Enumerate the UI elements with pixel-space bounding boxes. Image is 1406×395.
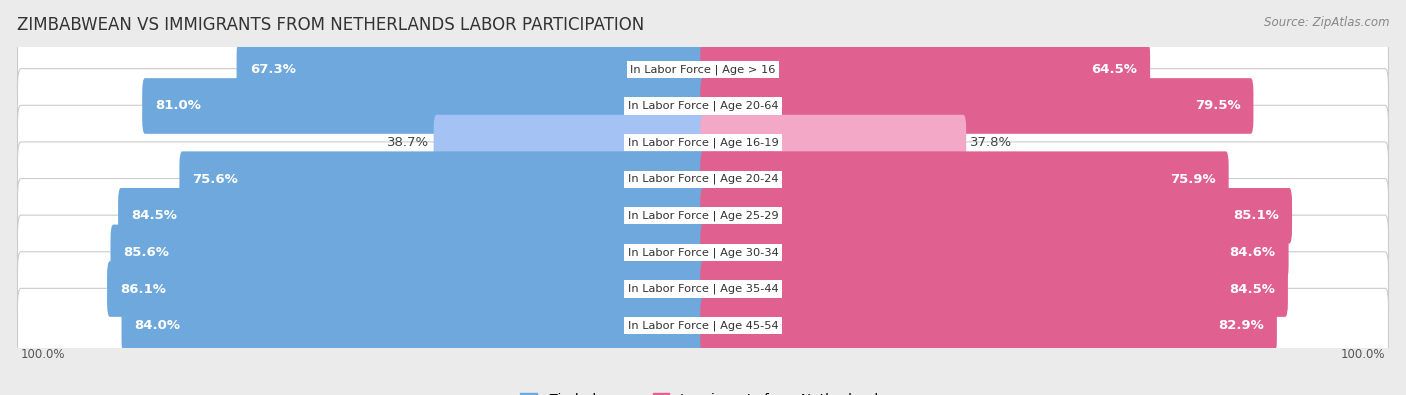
Text: 37.8%: 37.8% [970,136,1012,149]
Text: 86.1%: 86.1% [120,282,166,295]
FancyBboxPatch shape [236,41,706,97]
Text: 67.3%: 67.3% [250,63,295,76]
FancyBboxPatch shape [180,151,706,207]
FancyBboxPatch shape [17,288,1389,363]
Text: In Labor Force | Age > 16: In Labor Force | Age > 16 [630,64,776,75]
Text: 85.6%: 85.6% [124,246,170,259]
Text: In Labor Force | Age 16-19: In Labor Force | Age 16-19 [627,137,779,148]
Text: ZIMBABWEAN VS IMMIGRANTS FROM NETHERLANDS LABOR PARTICIPATION: ZIMBABWEAN VS IMMIGRANTS FROM NETHERLAND… [17,16,644,34]
FancyBboxPatch shape [700,225,1289,280]
FancyBboxPatch shape [433,115,706,170]
FancyBboxPatch shape [17,69,1389,143]
FancyBboxPatch shape [17,142,1389,216]
FancyBboxPatch shape [17,179,1389,253]
Text: 38.7%: 38.7% [388,136,429,149]
Text: 84.6%: 84.6% [1229,246,1275,259]
Text: In Labor Force | Age 20-64: In Labor Force | Age 20-64 [627,101,779,111]
Legend: Zimbabwean, Immigrants from Netherlands: Zimbabwean, Immigrants from Netherlands [520,393,886,395]
Text: 100.0%: 100.0% [1340,348,1385,361]
Text: 100.0%: 100.0% [21,348,66,361]
Text: In Labor Force | Age 35-44: In Labor Force | Age 35-44 [627,284,779,294]
FancyBboxPatch shape [17,252,1389,326]
Text: 84.0%: 84.0% [135,319,180,332]
FancyBboxPatch shape [700,261,1288,317]
FancyBboxPatch shape [700,298,1277,354]
FancyBboxPatch shape [700,188,1292,244]
FancyBboxPatch shape [121,298,706,354]
Text: In Labor Force | Age 45-54: In Labor Force | Age 45-54 [627,320,779,331]
Text: 84.5%: 84.5% [1229,282,1275,295]
Text: In Labor Force | Age 20-24: In Labor Force | Age 20-24 [627,174,779,184]
Text: 79.5%: 79.5% [1195,100,1240,113]
Text: 64.5%: 64.5% [1091,63,1137,76]
FancyBboxPatch shape [700,78,1254,134]
FancyBboxPatch shape [111,225,706,280]
Text: 85.1%: 85.1% [1233,209,1279,222]
Text: 75.6%: 75.6% [193,173,238,186]
FancyBboxPatch shape [107,261,706,317]
Text: 82.9%: 82.9% [1218,319,1264,332]
FancyBboxPatch shape [17,105,1389,180]
Text: In Labor Force | Age 25-29: In Labor Force | Age 25-29 [627,211,779,221]
FancyBboxPatch shape [700,41,1150,97]
Text: 84.5%: 84.5% [131,209,177,222]
FancyBboxPatch shape [17,32,1389,107]
Text: 75.9%: 75.9% [1170,173,1216,186]
FancyBboxPatch shape [700,115,966,170]
Text: Source: ZipAtlas.com: Source: ZipAtlas.com [1264,16,1389,29]
FancyBboxPatch shape [17,215,1389,290]
FancyBboxPatch shape [700,151,1229,207]
FancyBboxPatch shape [142,78,706,134]
Text: 81.0%: 81.0% [155,100,201,113]
FancyBboxPatch shape [118,188,706,244]
Text: In Labor Force | Age 30-34: In Labor Force | Age 30-34 [627,247,779,258]
